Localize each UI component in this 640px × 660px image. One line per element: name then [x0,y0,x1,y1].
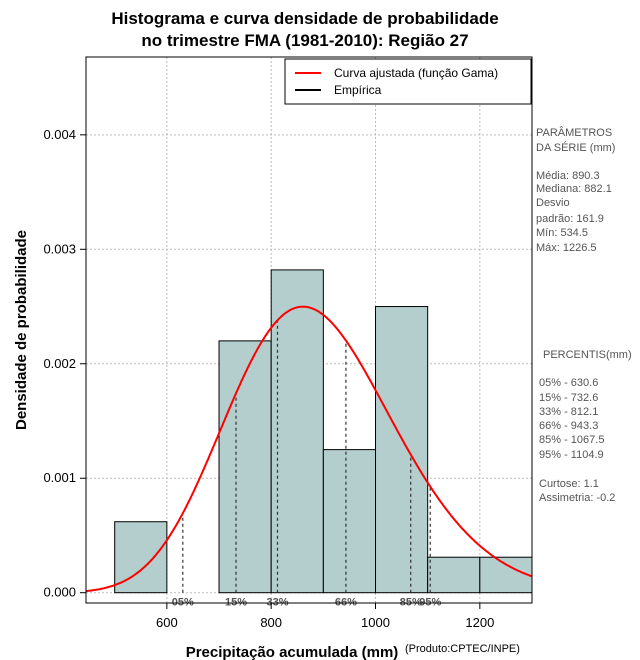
legend-box [284,58,532,105]
param-max: Máx: 1226.5 [536,242,597,254]
x-axis: 600 800 1000 1200 [156,603,494,630]
x-tick-label-1: 800 [260,615,282,630]
percentil-05: 05% - 630.6 [539,377,598,389]
histogram-bar-5 [375,306,429,594]
gamma-curve-line [85,305,532,593]
histogram-bar-2 [218,340,272,594]
percentil-95: 95% - 1104.9 [539,449,604,461]
skewness: Assimetria: -0.2 [539,492,615,504]
param-sd-1: Desvio [536,197,570,209]
bars [114,269,533,594]
y-tick-label-3: 0.003 [43,241,76,256]
percentil-66: 66% - 943.3 [539,420,598,432]
x-tick-label-0: 600 [156,615,178,630]
y-tick-label-1: 0.001 [43,470,76,485]
param-min: Mín: 534.5 [536,227,588,239]
histogram-bar-3 [270,269,324,594]
y-axis-label: Densidade de probabilidade [13,230,30,430]
params-title-2: DA SÉRIE (mm) [536,141,615,154]
credit-text: (Produto:CPTEC/INPE) [405,643,520,655]
legend-label-fitted: Curva ajustada (função Gama) [334,66,498,80]
params-title-1: PARÂMETROS [536,126,612,139]
chart-title-line2: no trimestre FMA (1981-2010): Região 27 [141,31,468,50]
percentile-lines [182,320,431,593]
param-mean: Média: 890.3 [536,170,600,182]
histogram-bar-7 [479,556,533,594]
kurtosis: Curtose: 1.1 [539,478,599,490]
percentil-85: 85% - 1067.5 [539,434,604,446]
legend-label-empirical: Empírica [334,83,382,97]
y-axis: 0.000 0.001 0.002 0.003 0.004 [43,127,86,600]
param-median: Mediana: 882.1 [536,183,612,195]
side-panel: PARÂMETROS DA SÉRIE (mm) Média: 890.3 Me… [536,126,632,504]
percentil-15: 15% - 732.6 [539,392,598,404]
x-tick-label-3: 1200 [465,615,494,630]
gamma-curve [85,305,532,593]
x-axis-label: Precipitação acumulada (mm) [186,644,399,660]
plot-frame [85,56,533,604]
percentis-title: PERCENTIS(mm) [543,349,632,361]
param-sd-2: padrão: 161.9 [536,213,604,225]
histogram-bar-6 [427,556,481,594]
histogram-bar-4 [322,449,377,594]
y-tick-label-2: 0.002 [43,356,76,371]
y-tick-label-4: 0.004 [43,127,76,142]
y-tick-label-0: 0.000 [43,585,76,600]
chart-title-line1: Histograma e curva densidade de probabil… [111,9,498,28]
percentil-33: 33% - 812.1 [539,406,598,418]
x-tick-label-2: 1000 [361,615,390,630]
legend: Curva ajustada (função Gama) Empírica [284,58,532,105]
